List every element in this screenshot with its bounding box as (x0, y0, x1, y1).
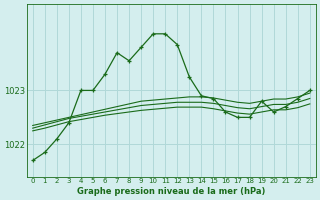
X-axis label: Graphe pression niveau de la mer (hPa): Graphe pression niveau de la mer (hPa) (77, 187, 266, 196)
